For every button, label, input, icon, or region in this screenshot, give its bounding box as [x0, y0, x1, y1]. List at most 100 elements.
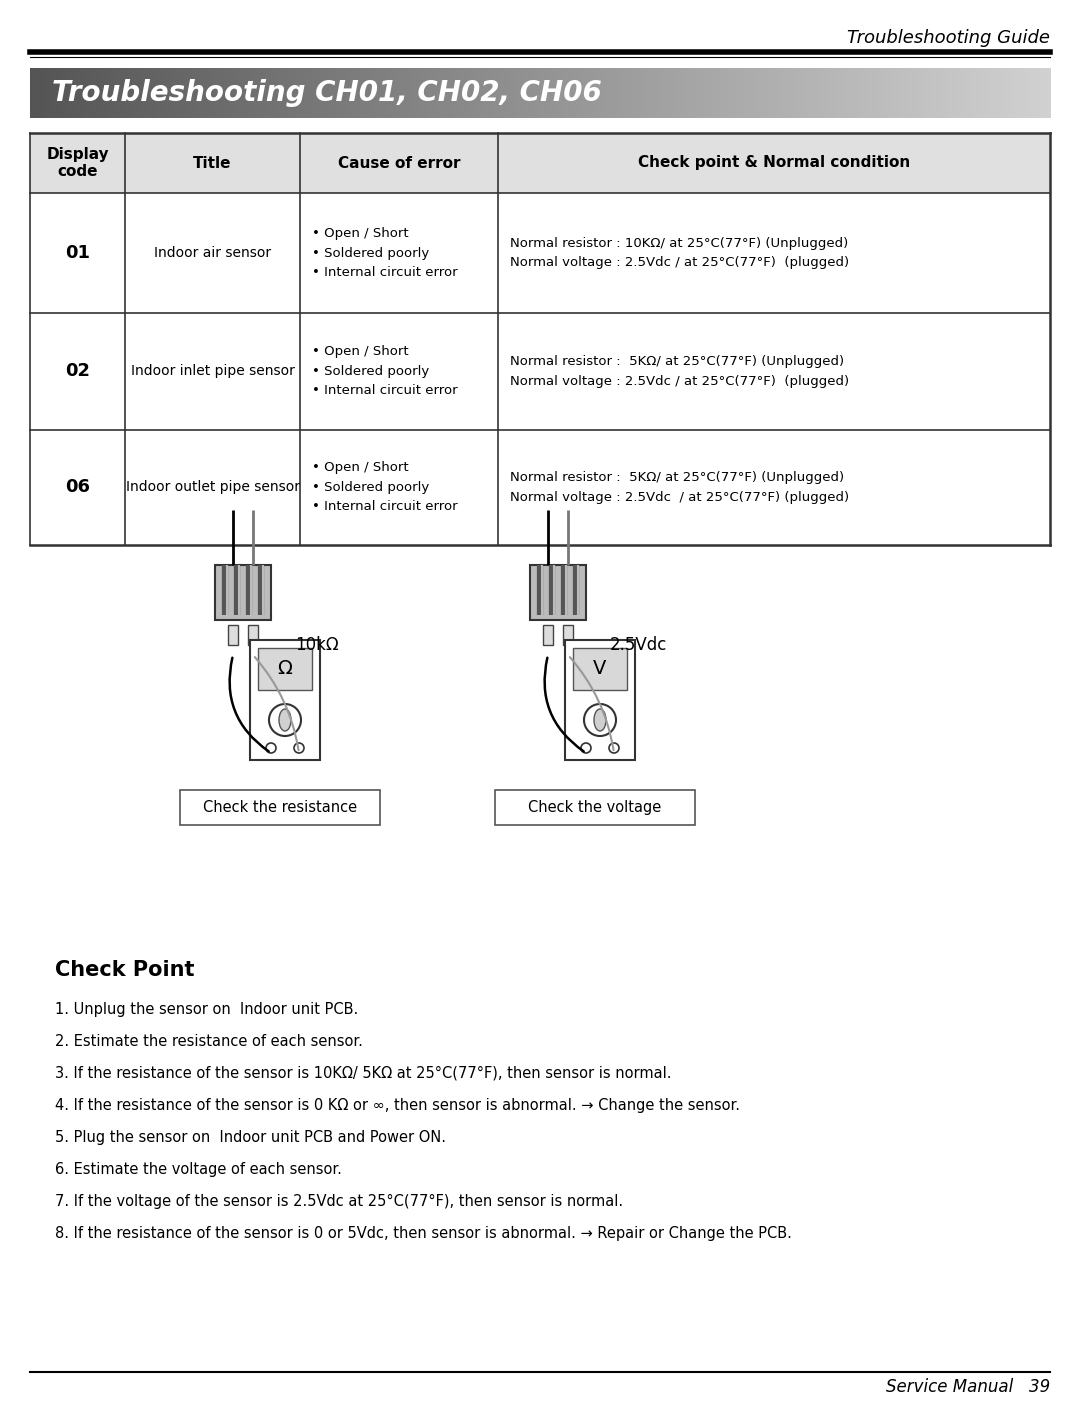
Bar [860, 67, 864, 118]
Text: • Open / Short
• Soldered poorly
• Internal circuit error: • Open / Short • Soldered poorly • Inter… [312, 461, 458, 513]
Text: 5. Plug the sensor on  Indoor unit PCB and Power ON.: 5. Plug the sensor on Indoor unit PCB an… [55, 1130, 446, 1145]
Bar [1037, 67, 1041, 118]
Bar [139, 67, 144, 118]
Bar [523, 67, 527, 118]
Bar [217, 67, 221, 118]
Bar [951, 67, 956, 118]
Bar [673, 67, 677, 118]
Bar [255, 67, 259, 118]
Bar [295, 67, 299, 118]
Bar [309, 67, 313, 118]
Bar [342, 67, 347, 118]
Bar [360, 67, 364, 118]
Bar [526, 67, 530, 118]
Bar [445, 67, 449, 118]
Bar [554, 67, 558, 118]
Bar [469, 67, 473, 118]
Bar [625, 67, 630, 118]
Bar [176, 67, 180, 118]
Bar [866, 67, 870, 118]
Bar [60, 67, 65, 118]
Bar [727, 67, 731, 118]
Bar [383, 67, 388, 118]
Bar [347, 67, 351, 118]
Bar [761, 67, 766, 118]
Bar [917, 67, 922, 118]
Bar [978, 67, 983, 118]
Bar [638, 67, 643, 118]
Bar [513, 67, 517, 118]
Bar [700, 67, 704, 118]
Bar [605, 67, 609, 118]
Bar [319, 67, 323, 118]
Bar [197, 67, 201, 118]
Bar [788, 67, 793, 118]
Bar [105, 67, 109, 118]
Bar [353, 67, 357, 118]
Bar [183, 67, 188, 118]
Bar [649, 67, 653, 118]
Text: 06: 06 [65, 479, 90, 496]
Bar [928, 67, 932, 118]
Bar [458, 67, 463, 118]
Bar [129, 67, 133, 118]
Bar [421, 67, 426, 118]
Bar [573, 67, 579, 118]
Bar [448, 67, 453, 118]
Text: Service Manual   39: Service Manual 39 [886, 1378, 1050, 1397]
Bar [795, 67, 799, 118]
Bar [306, 67, 310, 118]
Text: • Open / Short
• Soldered poorly
• Internal circuit error: • Open / Short • Soldered poorly • Inter… [312, 346, 458, 398]
Bar [665, 67, 671, 118]
Bar [1032, 67, 1038, 118]
Bar [690, 67, 694, 118]
Bar [486, 67, 490, 118]
Bar [652, 67, 657, 118]
Bar [1002, 67, 1007, 118]
Bar [143, 67, 147, 118]
Bar [114, 67, 120, 118]
Bar [948, 67, 953, 118]
Bar [366, 67, 372, 118]
Bar [904, 67, 908, 118]
Bar [166, 67, 171, 118]
Bar [543, 67, 548, 118]
Bar [778, 67, 782, 118]
Bar [849, 67, 854, 118]
Bar [472, 67, 476, 118]
Bar [937, 67, 942, 118]
Bar [478, 67, 483, 118]
Bar [771, 67, 775, 118]
Bar [224, 67, 228, 118]
Bar [869, 67, 874, 118]
Bar [774, 67, 779, 118]
Bar [248, 625, 258, 645]
Bar [43, 67, 48, 118]
Bar [495, 790, 696, 825]
Bar [594, 67, 598, 118]
Bar [993, 67, 997, 118]
Bar [683, 67, 687, 118]
Bar [564, 67, 568, 118]
Bar [231, 67, 235, 118]
Text: 02: 02 [65, 362, 90, 381]
Bar [434, 67, 438, 118]
Bar [534, 67, 538, 118]
Text: V: V [593, 659, 607, 679]
Bar [492, 67, 497, 118]
Text: Troubleshooting Guide: Troubleshooting Guide [847, 30, 1050, 46]
Bar [251, 67, 255, 118]
Text: Indoor inlet pipe sensor: Indoor inlet pipe sensor [131, 364, 295, 378]
Bar [91, 67, 96, 118]
Bar [507, 67, 511, 118]
Text: Normal resistor : 10KΩ/ at 25°C(77°F) (Unplugged)
Normal voltage : 2.5Vdc / at 2: Normal resistor : 10KΩ/ at 25°C(77°F) (U… [510, 237, 849, 270]
Bar [203, 67, 207, 118]
Bar [801, 67, 806, 118]
Bar [945, 67, 949, 118]
Bar [907, 67, 912, 118]
Bar [825, 67, 831, 118]
Bar [874, 67, 878, 118]
Bar [670, 67, 674, 118]
Bar [730, 67, 734, 118]
Bar [543, 625, 553, 645]
